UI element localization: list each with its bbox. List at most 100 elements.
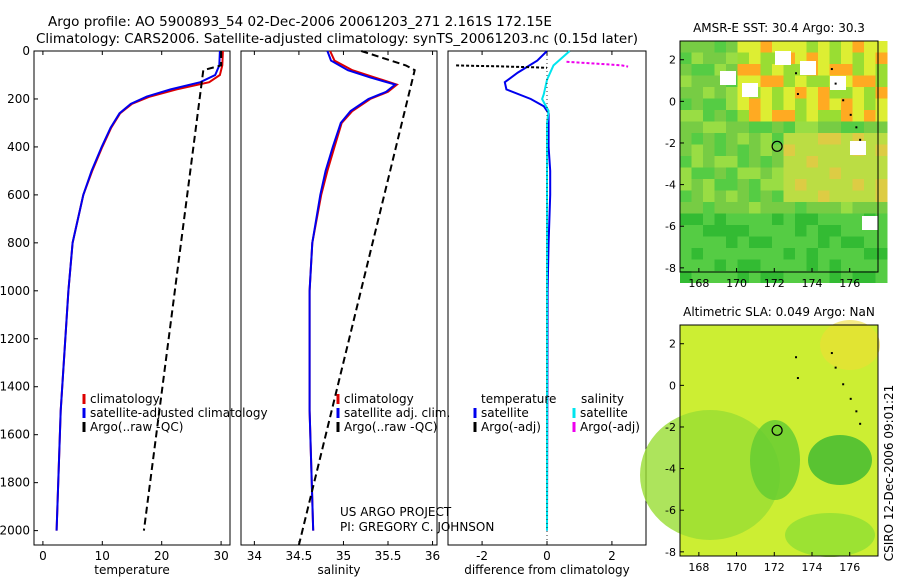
sst-cell: [726, 87, 738, 99]
sst-cell: [829, 259, 842, 272]
sst-cell: [875, 271, 888, 283]
sst-cell: [806, 271, 819, 283]
island-dot: [834, 366, 837, 369]
sst-cell: [875, 41, 888, 53]
sst-cell: [703, 213, 715, 226]
y-tick-label: 2: [669, 338, 676, 351]
sst-cell: [772, 64, 784, 76]
sst-cell: [795, 167, 807, 180]
sst-cell: [795, 259, 807, 272]
sst-cell: [714, 41, 727, 53]
sst-cell: [818, 190, 830, 203]
sst-cell: [829, 179, 842, 191]
sst-cell: [691, 98, 704, 111]
sst-cell: [726, 225, 738, 237]
sst-cell: [783, 248, 796, 260]
sst-cell: [691, 248, 704, 260]
x-axis-label: temperature: [94, 563, 169, 577]
sst-cell: [841, 259, 853, 272]
sst-cell: [714, 236, 727, 249]
sst-cell: [714, 133, 727, 145]
sst-cell: [852, 75, 865, 88]
y-tick-label: 1400: [0, 380, 30, 394]
sst-cell: [680, 259, 692, 272]
sst-missing-cell: [720, 71, 736, 85]
sst-cell: [714, 156, 727, 168]
axes-frame: [240, 50, 438, 546]
sst-cell: [818, 225, 830, 237]
series-line-argo-raw-qc: [297, 50, 416, 546]
sst-map-panel: 168 170 172 174 176 2 0 -2 -4 -6 -8 AMSR-E SST: 30.…: [665, 21, 888, 290]
sst-cell: [749, 236, 761, 249]
sst-cell: [703, 179, 715, 191]
sst-cell: [680, 225, 692, 237]
sst-cell: [864, 202, 876, 214]
legend-label: Argo(-adj): [580, 420, 640, 434]
x-tick-label: 35: [336, 549, 351, 563]
sst-cell: [841, 225, 853, 237]
sst-cell: [737, 190, 750, 203]
legend-label: satellite: [481, 406, 529, 420]
island-dot: [830, 352, 833, 355]
y-tick-label: -4: [665, 179, 676, 192]
sst-cell: [829, 98, 842, 111]
sst-cell: [795, 121, 807, 134]
y-tick-label: -8: [665, 262, 676, 275]
sst-cell: [818, 236, 830, 249]
sst-cell: [726, 156, 738, 168]
sst-cell: [795, 179, 807, 191]
series-line-argo-raw-qc: [142, 51, 223, 531]
sst-cell: [749, 202, 761, 214]
sst-cell: [806, 110, 819, 122]
x-axis-label: salinity: [317, 563, 360, 577]
sst-cell: [852, 259, 865, 272]
sst-cell: [703, 259, 715, 272]
sst-cell: [714, 167, 727, 180]
sst-cell: [818, 144, 830, 157]
legend-label: climatology: [90, 392, 160, 406]
sst-cell: [680, 190, 692, 203]
x-tick-label: 34: [247, 549, 262, 563]
sst-cell: [760, 110, 773, 122]
sst-cell: [691, 110, 704, 122]
x-tick-label: 174: [802, 277, 823, 290]
sst-cell: [749, 121, 761, 134]
sst-cell: [875, 248, 888, 260]
sst-cell: [749, 144, 761, 157]
sst-cell: [841, 52, 853, 65]
sst-cell: [864, 98, 876, 111]
sst-cell: [852, 41, 865, 53]
sst-cell: [864, 144, 876, 157]
sst-cell: [829, 225, 842, 237]
sst-cell: [852, 248, 865, 260]
sst-cell: [737, 236, 750, 249]
sst-cell: [737, 156, 750, 168]
sst-cell: [841, 98, 853, 111]
sst-cell: [749, 156, 761, 168]
side-label: CSIRO 12-Dec-2006 09:01:21: [882, 385, 896, 562]
axes-frame: [33, 50, 231, 546]
sst-cell: [864, 41, 876, 53]
sst-cell: [864, 190, 876, 203]
sst-cell: [852, 167, 865, 180]
sst-cell: [829, 236, 842, 249]
sst-cell: [760, 167, 773, 180]
sst-cell: [841, 190, 853, 203]
sst-cell: [875, 156, 888, 168]
sst-cell: [772, 259, 784, 272]
sst-cell: [852, 110, 865, 122]
sst-cell: [852, 213, 865, 226]
sst-cell: [783, 156, 796, 168]
sst-cell: [680, 41, 692, 53]
sst-cell: [749, 52, 761, 65]
sst-cell: [749, 179, 761, 191]
island-dot: [796, 377, 799, 380]
sst-cell: [703, 121, 715, 134]
sst-cell: [726, 98, 738, 111]
island-dot: [830, 68, 833, 71]
sst-cell: [703, 167, 715, 180]
sst-cell: [875, 144, 888, 157]
map-frame: [679, 324, 879, 557]
sst-cell: [829, 144, 842, 157]
sst-cell: [795, 156, 807, 168]
